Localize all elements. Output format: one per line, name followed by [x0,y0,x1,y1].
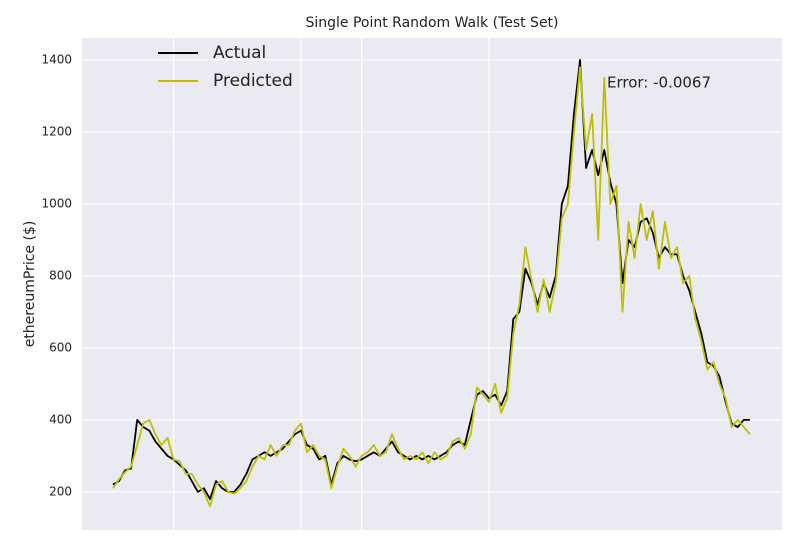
legend-label: Predicted [213,71,293,91]
y-tick-label: 800 [49,268,72,282]
grid [82,38,782,530]
plot-area [82,38,782,530]
y-tick-label: 200 [49,484,72,498]
legend-label: Actual [213,43,266,63]
y-axis-label: ethereumPrice ($) [22,221,38,348]
y-tick-label: 400 [49,412,72,426]
y-tick-label: 1200 [41,124,72,138]
y-tick-label: 1000 [41,196,72,210]
lines [112,59,751,508]
y-tick-label: 600 [49,340,72,354]
series-line [112,66,751,508]
chart-title: Single Point Random Walk (Test Set) [305,15,558,31]
y-tick-label: 1400 [41,52,72,66]
annotation: Error: -0.0067 [607,74,711,92]
